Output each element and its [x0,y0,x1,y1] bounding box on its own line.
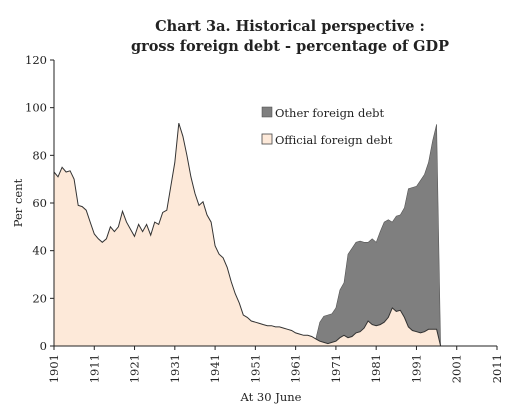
y-tick-group: 0 20 40 60 80 100 120 [25,53,54,353]
x-tick-label: 1961 [289,354,303,383]
x-tick-label: 1941 [208,354,222,383]
y-tick-label: 80 [32,148,47,162]
series-area-other-foreign-debt [315,124,441,347]
legend-label-other: Other foreign debt [275,106,385,120]
x-tick-label: 1971 [329,354,343,383]
series-area-official-foreign-debt [54,123,441,346]
x-tick-group: 1901 1911 1921 1931 1941 1951 1961 1971 1981 1991… [47,346,504,383]
x-tick-label: 2011 [490,354,504,383]
chart-title-line-1: Chart 3a. Historical perspective : [155,18,425,35]
x-tick-label: 1901 [47,354,61,383]
x-tick-label: 1981 [369,354,383,383]
legend-swatch-other [261,106,273,118]
legend-swatch-official [261,133,273,145]
x-tick-label: 1991 [410,354,424,383]
legend: Other foreign debt Official foreign debt [261,106,393,147]
y-tick-label: 0 [40,339,47,353]
y-tick-label: 100 [25,101,47,115]
y-tick-label: 60 [32,196,47,210]
y-tick-label: 120 [25,53,47,67]
y-tick-label: 20 [32,291,47,305]
series-line-official-foreign-debt [53,123,442,347]
x-tick-label: 1951 [248,354,262,383]
x-axis-label: At 30 June [240,390,302,404]
legend-label-official: Official foreign debt [275,133,393,147]
chart-title-line-2: gross foreign debt - percentage of GDP [131,38,449,55]
x-tick-label: 1921 [128,354,142,383]
series-areas [53,123,442,347]
y-axis-label: Per cent [11,178,25,227]
y-tick-label: 40 [32,244,47,258]
x-tick-label: 2001 [450,354,464,383]
x-tick-label: 1931 [168,354,182,383]
x-tick-label: 1911 [87,354,101,383]
